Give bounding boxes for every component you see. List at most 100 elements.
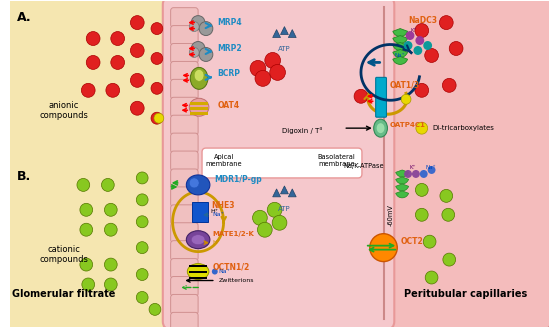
Wedge shape <box>393 50 408 57</box>
Circle shape <box>415 83 428 97</box>
Circle shape <box>136 269 148 280</box>
Text: A.: A. <box>16 10 31 24</box>
Text: anionic
compounds: anionic compounds <box>39 100 88 120</box>
Text: H⁺: H⁺ <box>211 209 219 214</box>
Circle shape <box>104 278 117 291</box>
Circle shape <box>370 234 397 262</box>
Ellipse shape <box>373 119 387 137</box>
FancyBboxPatch shape <box>382 0 550 328</box>
Text: B.: B. <box>16 170 31 183</box>
Circle shape <box>415 208 428 221</box>
Circle shape <box>199 22 213 35</box>
Circle shape <box>80 203 92 216</box>
Circle shape <box>255 71 271 86</box>
Ellipse shape <box>189 98 209 116</box>
Circle shape <box>86 55 100 70</box>
Circle shape <box>412 170 420 178</box>
Text: Di-tricarboxylates: Di-tricarboxylates <box>432 125 494 131</box>
Circle shape <box>80 258 92 271</box>
Ellipse shape <box>191 235 205 245</box>
FancyBboxPatch shape <box>170 61 198 81</box>
Bar <box>190 112 208 115</box>
Circle shape <box>136 292 148 303</box>
Circle shape <box>151 112 163 124</box>
Circle shape <box>252 210 267 225</box>
Circle shape <box>111 55 124 70</box>
Text: Na⁺: Na⁺ <box>394 53 405 58</box>
Circle shape <box>404 41 412 50</box>
Circle shape <box>102 178 114 191</box>
Text: Zwitterions: Zwitterions <box>219 278 254 283</box>
Text: Na⁺: Na⁺ <box>426 166 436 171</box>
Text: Na⁺: Na⁺ <box>213 212 225 217</box>
Circle shape <box>77 178 90 191</box>
Wedge shape <box>395 177 409 184</box>
Bar <box>189 271 207 273</box>
Wedge shape <box>393 56 408 64</box>
Polygon shape <box>288 189 296 197</box>
Text: Digoxin / T³: Digoxin / T³ <box>283 127 323 133</box>
Circle shape <box>415 24 428 37</box>
Text: NHE3: NHE3 <box>211 201 234 210</box>
Ellipse shape <box>186 175 210 195</box>
Circle shape <box>130 16 144 30</box>
Circle shape <box>136 216 148 228</box>
Ellipse shape <box>186 231 210 249</box>
FancyBboxPatch shape <box>7 0 175 328</box>
Bar <box>190 102 208 105</box>
Circle shape <box>442 78 456 92</box>
Circle shape <box>80 223 92 236</box>
Text: Na/K-ATPase: Na/K-ATPase <box>344 163 384 169</box>
Text: OAT1/3: OAT1/3 <box>389 80 420 89</box>
Text: Basolateral
membrane: Basolateral membrane <box>317 154 355 167</box>
Text: K⁺: K⁺ <box>410 28 416 33</box>
Circle shape <box>250 60 266 76</box>
Circle shape <box>270 64 285 80</box>
Circle shape <box>149 303 161 315</box>
Circle shape <box>104 203 117 216</box>
Circle shape <box>415 183 428 196</box>
Circle shape <box>111 31 124 46</box>
Circle shape <box>81 83 95 97</box>
Polygon shape <box>288 30 296 37</box>
Circle shape <box>151 52 163 64</box>
Circle shape <box>130 73 144 87</box>
Circle shape <box>428 166 436 174</box>
Circle shape <box>354 89 368 103</box>
Circle shape <box>199 48 213 61</box>
Circle shape <box>86 31 100 46</box>
Circle shape <box>440 189 453 202</box>
Circle shape <box>424 235 436 248</box>
FancyBboxPatch shape <box>170 205 198 225</box>
Circle shape <box>257 222 272 237</box>
Circle shape <box>136 242 148 254</box>
Polygon shape <box>273 189 280 197</box>
Circle shape <box>416 122 428 134</box>
FancyBboxPatch shape <box>170 169 198 189</box>
Circle shape <box>267 202 282 217</box>
Text: Apical
membrane: Apical membrane <box>205 154 242 167</box>
Circle shape <box>415 36 424 45</box>
Circle shape <box>442 208 455 221</box>
Circle shape <box>136 172 148 184</box>
Bar <box>192 202 208 222</box>
Circle shape <box>449 42 463 55</box>
FancyBboxPatch shape <box>170 97 198 117</box>
Bar <box>190 107 208 110</box>
Text: MATE1/2-K: MATE1/2-K <box>213 231 255 237</box>
Text: cationic
compounds: cationic compounds <box>39 245 88 264</box>
Polygon shape <box>280 27 288 34</box>
FancyBboxPatch shape <box>170 241 198 260</box>
Bar <box>189 265 207 267</box>
FancyBboxPatch shape <box>170 187 198 207</box>
Circle shape <box>154 113 164 123</box>
Circle shape <box>151 23 163 34</box>
Text: Na⁺: Na⁺ <box>219 269 230 274</box>
Circle shape <box>439 16 453 30</box>
FancyBboxPatch shape <box>170 115 198 135</box>
Wedge shape <box>395 191 409 198</box>
Wedge shape <box>393 43 408 51</box>
Text: K⁺: K⁺ <box>409 166 415 171</box>
Circle shape <box>425 49 438 62</box>
Text: ATP: ATP <box>278 206 291 212</box>
